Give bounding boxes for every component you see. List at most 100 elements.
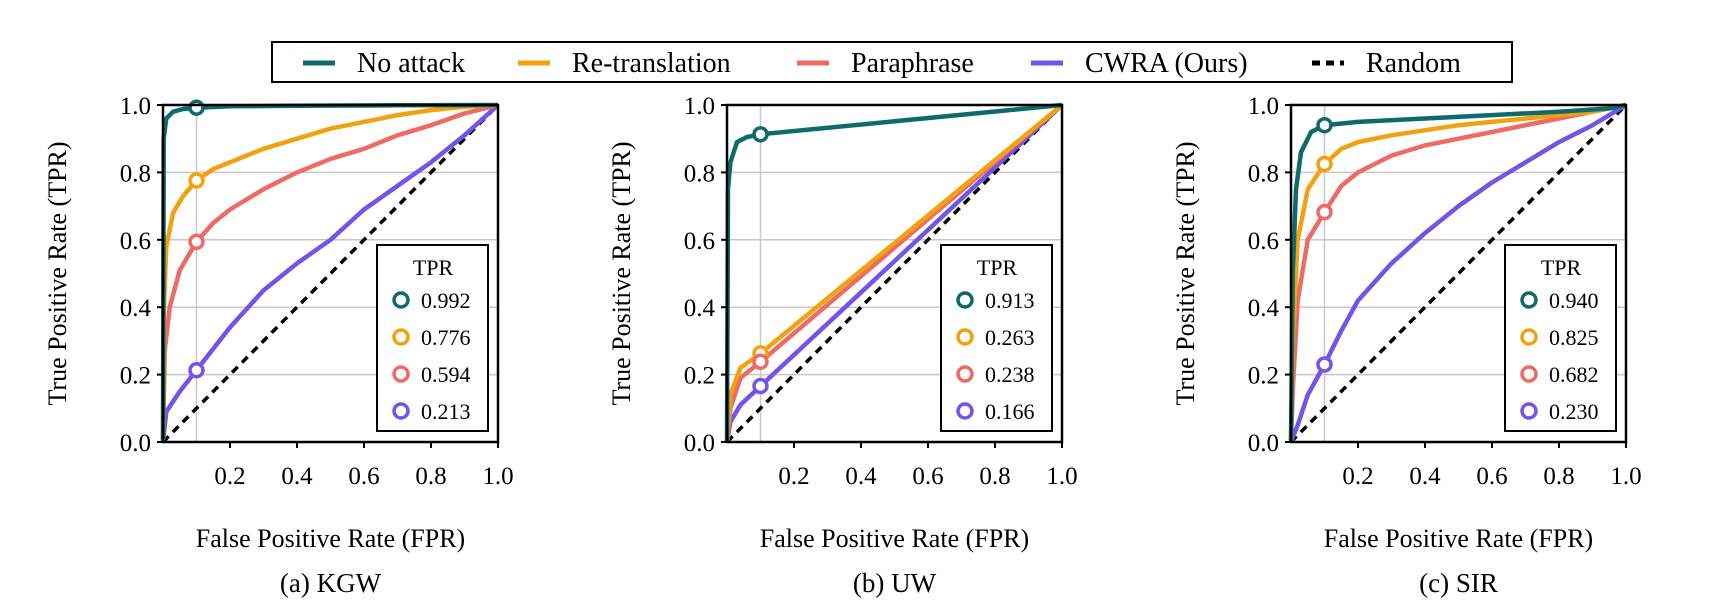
y-tick-label-3: 0.4 [1248,295,1280,322]
plot-frame [725,103,1064,444]
tpr-inset: TPR 0.913 0.263 0.238 0.166 [940,244,1053,432]
x-tick-label-5: 1.0 [1046,463,1077,490]
y-tick-label-2: 0.2 [684,363,715,390]
x-tick-label-1: 0.2 [214,463,245,490]
x-tick-label-2: 0.4 [1409,463,1441,490]
series-marker-3 [188,233,205,251]
legend-frame [271,41,1513,83]
tpr-inset-title: TPR [1541,255,1582,280]
tpr-inset-marker-3 [1520,365,1538,383]
series-marker-4 [1316,356,1333,373]
tpr-inset-value-2: 0.263 [985,325,1035,350]
plots: 0.0 0.2 0.4 0.6 0.8 1.0 0.2 0.4 0.6 0.8 1.0 False P… [43,93,1642,598]
plot-3: 0.0 0.2 0.4 0.6 0.8 1.0 0.2 0.4 0.6 0.8 1.0 False P… [1171,93,1642,598]
x-tick-label-4: 0.8 [415,463,446,490]
legend-label-5: Random [1366,48,1461,79]
tpr-inset: TPR 0.992 0.776 0.594 0.213 [376,244,489,432]
tpr-inset-value-1: 0.940 [1549,288,1599,313]
y-tick-label-1: 0.0 [120,430,151,457]
tpr-inset-marker-4 [1520,402,1538,420]
y-tick-label-6: 1.0 [684,93,715,120]
tpr-inset-value-3: 0.594 [421,362,471,387]
legend-label-3: Paraphrase [851,48,974,79]
x-tick-label-5: 1.0 [1610,463,1641,490]
y-tick-label-2: 0.2 [120,363,151,390]
series-marker-1 [188,99,205,116]
series-line-3 [160,102,499,443]
series-line-2 [160,102,499,443]
y-axis-label: True Positive Rate (TPR) [607,141,636,405]
tpr-inset-value-1: 0.913 [985,288,1035,313]
y-tick-label-3: 0.4 [684,295,716,322]
series-line-4 [160,103,500,443]
x-tick-label-3: 0.6 [1476,463,1507,490]
y-tick-label-5: 0.8 [1248,160,1279,187]
tpr-inset-marker-3 [956,365,974,383]
series-line-4 [1288,103,1628,443]
tpr-inset-value-4: 0.213 [421,399,471,424]
tpr-inset-marker-1 [392,291,410,309]
x-tick-label-1: 0.2 [778,463,809,490]
x-axis-label: False Positive Rate (FPR) [760,524,1029,553]
x-axis-label: False Positive Rate (FPR) [1324,524,1593,553]
plot-frame [161,103,500,444]
x-axis-label: False Positive Rate (FPR) [196,524,465,553]
x-tick-label-2: 0.4 [281,463,313,490]
plot-caption: (b) UW [853,568,937,598]
plot-caption: (a) KGW [280,568,382,598]
x-tick-label-4: 0.8 [979,463,1010,490]
plot-2: 0.0 0.2 0.4 0.6 0.8 1.0 0.2 0.4 0.6 0.8 1.0 False P… [607,93,1078,598]
random-line [161,103,500,444]
tpr-inset-value-4: 0.166 [985,399,1035,424]
tpr-inset: TPR 0.940 0.825 0.682 0.230 [1504,244,1617,432]
series-line-3 [1288,102,1627,443]
y-tick-label-4: 0.6 [684,228,715,255]
tpr-inset-value-1: 0.992 [421,288,471,313]
y-tick-label-1: 0.0 [1248,430,1279,457]
tpr-inset-value-3: 0.682 [1549,362,1599,387]
legend-label-1: No attack [357,48,465,79]
tpr-inset-title: TPR [977,255,1018,280]
y-tick-label-5: 0.8 [684,160,715,187]
y-tick-label-6: 1.0 [120,93,151,120]
y-tick-label-3: 0.4 [120,295,152,322]
tpr-inset-marker-3 [392,365,410,383]
series-marker-2 [1316,155,1333,173]
tpr-inset-marker-2 [956,328,974,346]
tpr-inset-marker-2 [1520,328,1538,346]
plot-1: 0.0 0.2 0.4 0.6 0.8 1.0 0.2 0.4 0.6 0.8 1.0 False P… [43,93,514,598]
tpr-inset-marker-4 [392,402,410,420]
legend: No attack Re-translation Paraphrase CWRA (O… [271,41,1513,83]
x-tick-label-3: 0.6 [912,463,943,490]
series-marker-1 [1316,116,1333,134]
series-marker-1 [752,126,769,143]
series-line-1 [1288,102,1627,443]
tpr-inset-marker-1 [956,291,974,309]
legend-label-2: Re-translation [572,48,731,79]
tpr-inset-value-2: 0.776 [421,325,471,350]
legend-label-4: CWRA (Ours) [1085,48,1248,79]
series-marker-3 [1316,203,1333,221]
y-tick-label-2: 0.2 [1248,363,1279,390]
plot-caption: (c) SIR [1419,568,1498,598]
tpr-inset-title: TPR [413,255,454,280]
series-line-2 [1288,102,1627,443]
random-line [1289,103,1628,444]
x-tick-label-1: 0.2 [1342,463,1373,490]
series-marker-3 [752,353,769,371]
series-marker-4 [188,361,205,379]
y-tick-label-1: 0.0 [684,430,715,457]
y-tick-label-4: 0.6 [120,228,151,255]
y-tick-label-6: 1.0 [1248,93,1279,120]
tpr-inset-marker-2 [392,328,410,346]
y-axis-label: True Positive Rate (TPR) [43,141,72,405]
series-marker-4 [752,377,769,395]
y-tick-label-4: 0.6 [1248,228,1279,255]
x-tick-label-4: 0.8 [1543,463,1574,490]
x-tick-label-3: 0.6 [348,463,379,490]
x-tick-label-2: 0.4 [845,463,877,490]
x-tick-label-5: 1.0 [482,463,513,490]
tpr-inset-value-3: 0.238 [985,362,1035,387]
tpr-inset-marker-4 [956,402,974,420]
